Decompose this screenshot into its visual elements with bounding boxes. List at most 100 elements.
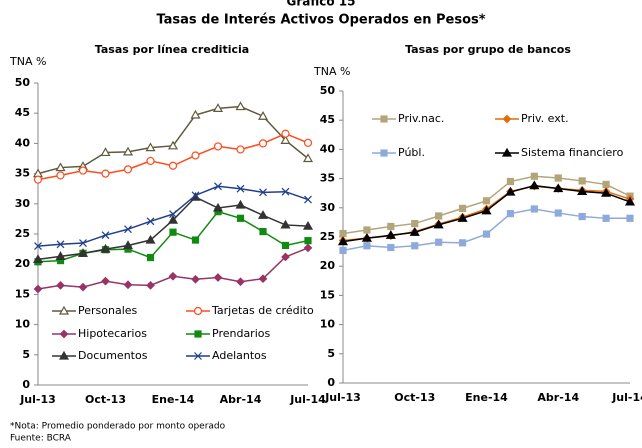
marker bbox=[280, 135, 291, 144]
y-axis-label: TNA % bbox=[313, 65, 350, 78]
marker bbox=[281, 129, 290, 138]
subplot-title: Tasas por línea crediticia bbox=[95, 43, 249, 56]
marker bbox=[214, 182, 222, 191]
legend-label: Documentos bbox=[78, 349, 148, 362]
marker bbox=[387, 222, 395, 231]
y-tick-label: 20 bbox=[320, 259, 336, 272]
legend-label: Prendarios bbox=[212, 327, 270, 340]
marker bbox=[554, 174, 562, 182]
y-tick-label: 45 bbox=[320, 113, 335, 126]
marker bbox=[578, 212, 586, 221]
legend-label: Sistema financiero bbox=[521, 146, 624, 159]
marker bbox=[235, 199, 246, 209]
marker bbox=[146, 253, 155, 262]
marker bbox=[122, 146, 134, 156]
marker bbox=[122, 240, 134, 250]
y-tick-label: 25 bbox=[320, 230, 335, 243]
y-tick-label: 5 bbox=[22, 348, 30, 361]
marker bbox=[529, 180, 540, 190]
marker bbox=[458, 204, 467, 212]
marker bbox=[281, 252, 290, 262]
marker bbox=[212, 103, 224, 112]
marker bbox=[212, 202, 224, 212]
marker bbox=[530, 172, 538, 180]
y-tick-label: 20 bbox=[15, 257, 31, 270]
marker bbox=[146, 280, 155, 290]
marker bbox=[387, 243, 395, 252]
legend-label: Públ. bbox=[398, 146, 425, 159]
marker bbox=[34, 242, 42, 251]
marker bbox=[624, 196, 636, 206]
marker bbox=[123, 280, 133, 290]
marker bbox=[258, 139, 268, 148]
legend-label: Tarjetas de crédito bbox=[211, 304, 314, 317]
y-tick-label: 10 bbox=[15, 318, 31, 331]
marker bbox=[303, 243, 313, 253]
marker bbox=[33, 284, 43, 294]
marker bbox=[302, 220, 314, 230]
legend-marker bbox=[194, 330, 202, 338]
marker bbox=[191, 274, 200, 284]
figure-label: Gráfico 15 bbox=[287, 0, 356, 9]
marker bbox=[553, 183, 564, 193]
marker bbox=[482, 197, 491, 205]
x-tick-label: Oct-13 bbox=[85, 393, 126, 406]
marker bbox=[257, 111, 269, 120]
y-axis-label: TNA % bbox=[9, 55, 46, 68]
marker bbox=[146, 217, 155, 226]
marker bbox=[259, 188, 267, 197]
marker bbox=[577, 186, 588, 196]
marker bbox=[482, 230, 491, 238]
page-title: Tasas de Interés Activos Operados en Pes… bbox=[156, 13, 485, 28]
y-tick-label: 0 bbox=[22, 378, 30, 391]
marker bbox=[435, 238, 443, 246]
y-tick-label: 15 bbox=[15, 287, 30, 300]
marker bbox=[257, 210, 269, 219]
marker bbox=[191, 151, 200, 160]
marker bbox=[235, 101, 246, 111]
marker bbox=[259, 227, 267, 236]
marker bbox=[339, 229, 347, 238]
marker bbox=[602, 214, 610, 222]
marker bbox=[411, 242, 419, 250]
marker bbox=[79, 239, 87, 247]
y-tick-label: 15 bbox=[320, 288, 335, 301]
x-tick-label: Ene-14 bbox=[152, 393, 195, 406]
legend-marker bbox=[193, 306, 203, 316]
marker bbox=[191, 236, 200, 244]
marker bbox=[78, 166, 88, 175]
marker bbox=[281, 187, 290, 196]
x-tick-label: Ene-14 bbox=[465, 391, 508, 404]
marker bbox=[458, 239, 467, 247]
marker bbox=[409, 227, 420, 236]
legend-label: Personales bbox=[78, 304, 138, 317]
x-tick-label: Jul-13 bbox=[19, 393, 56, 406]
marker bbox=[191, 191, 200, 200]
legend-marker bbox=[380, 115, 388, 123]
marker bbox=[168, 161, 178, 170]
y-tick-label: 35 bbox=[15, 167, 30, 180]
marker bbox=[385, 230, 396, 239]
y-tick-label: 50 bbox=[320, 84, 336, 97]
marker bbox=[168, 271, 178, 281]
marker bbox=[236, 145, 245, 154]
marker bbox=[339, 246, 347, 255]
marker bbox=[100, 243, 111, 253]
x-tick-label: Jul-13 bbox=[324, 391, 361, 404]
marker bbox=[602, 180, 610, 189]
marker bbox=[167, 140, 179, 150]
legend-label: Priv. ext. bbox=[521, 112, 569, 125]
marker bbox=[169, 210, 177, 218]
marker bbox=[302, 153, 314, 163]
marker bbox=[601, 187, 612, 197]
marker bbox=[304, 195, 312, 204]
legend-marker bbox=[58, 350, 70, 360]
y-tick-label: 10 bbox=[320, 318, 336, 331]
x-tick-label: Abr-14 bbox=[220, 393, 262, 406]
marker bbox=[77, 248, 89, 257]
marker bbox=[32, 254, 44, 263]
marker bbox=[123, 165, 133, 174]
marker bbox=[281, 241, 290, 250]
marker bbox=[213, 273, 223, 282]
y-tick-label: 5 bbox=[327, 347, 335, 360]
